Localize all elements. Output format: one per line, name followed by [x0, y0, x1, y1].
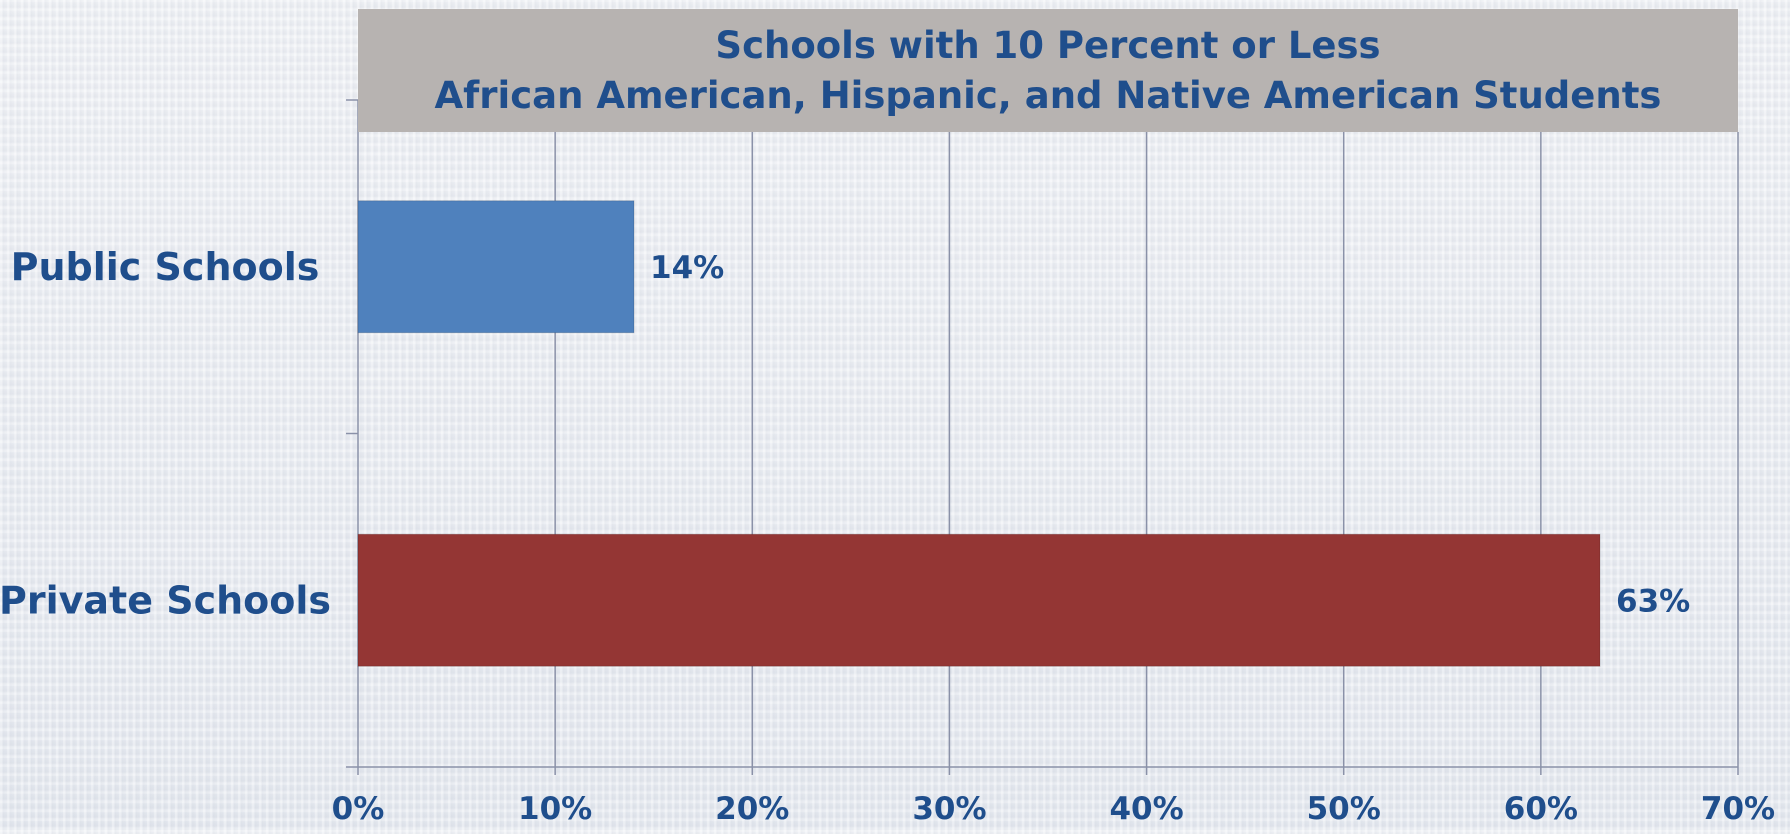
category-label: Public Schools — [11, 245, 320, 289]
bar-public-schools — [357, 200, 635, 334]
x-tick-label: 10% — [518, 791, 592, 827]
chart-title-line-1: Schools with 10 Percent or Less — [715, 24, 1380, 67]
grid-lines — [554, 132, 1739, 767]
x-tick-label: 60% — [1504, 791, 1578, 827]
chart-title-background — [358, 9, 1738, 132]
chart-title-box: Schools with 10 Percent or Less African … — [358, 9, 1738, 132]
x-tick-label: 70% — [1701, 791, 1775, 827]
data-label: 63% — [1616, 583, 1690, 619]
data-label: 14% — [650, 250, 724, 286]
labels: 0% 10% 20% 30% 40% 50% 60% 70% 14% Public Schools… — [0, 245, 1775, 827]
x-tick-label: 20% — [715, 791, 789, 827]
category-label: Private Schools — [0, 578, 331, 622]
bar-private-schools — [357, 533, 1601, 667]
bars — [357, 200, 1601, 667]
x-tick-label: 30% — [912, 791, 986, 827]
chart-title-line-2: African American, Hispanic, and Native A… — [435, 74, 1662, 117]
x-tick-label: 50% — [1307, 791, 1381, 827]
x-tick-label: 40% — [1109, 791, 1183, 827]
x-tick-label: 0% — [332, 791, 385, 827]
